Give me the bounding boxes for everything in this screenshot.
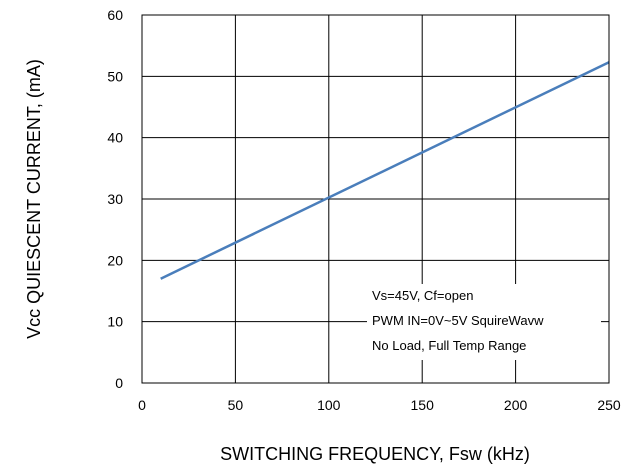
y-tick-label: 0: [115, 375, 123, 391]
y-tick-label: 20: [107, 252, 123, 268]
annotation-block: Vs=45V, Cf=open PWM IN=0V~5V SquireWavw …: [367, 284, 601, 360]
annotation-background: [367, 284, 601, 360]
y-tick-label: 50: [107, 68, 123, 84]
annotation-line-2: PWM IN=0V~5V SquireWavw: [372, 313, 544, 328]
x-tick-label: 200: [504, 397, 528, 413]
annotation-line-1: Vs=45V, Cf=open: [372, 288, 473, 303]
y-tick-label: 10: [107, 314, 123, 330]
y-tick-label: 60: [107, 7, 123, 23]
y-axis-title: Vcc QUIESCENT CURRENT, (mA): [24, 59, 44, 339]
y-tick-label: 30: [107, 191, 123, 207]
x-tick-label: 0: [138, 397, 146, 413]
tick-labels: 0 50 100 150 200 250 0 10 20 30 40 50 60: [107, 7, 620, 413]
x-tick-label: 50: [228, 397, 244, 413]
plot-frame: [141, 14, 610, 384]
x-axis-title: SWITCHING FREQUENCY, Fsw (kHz): [220, 444, 530, 464]
series-line: [160, 61, 610, 280]
plot-border: [141, 14, 610, 384]
annotation-line-3: No Load, Full Temp Range: [372, 338, 526, 353]
x-tick-label: 250: [597, 397, 621, 413]
x-tick-label: 150: [411, 397, 435, 413]
x-tick-label: 100: [317, 397, 341, 413]
y-tick-label: 40: [107, 130, 123, 146]
series-layer: [160, 61, 610, 280]
